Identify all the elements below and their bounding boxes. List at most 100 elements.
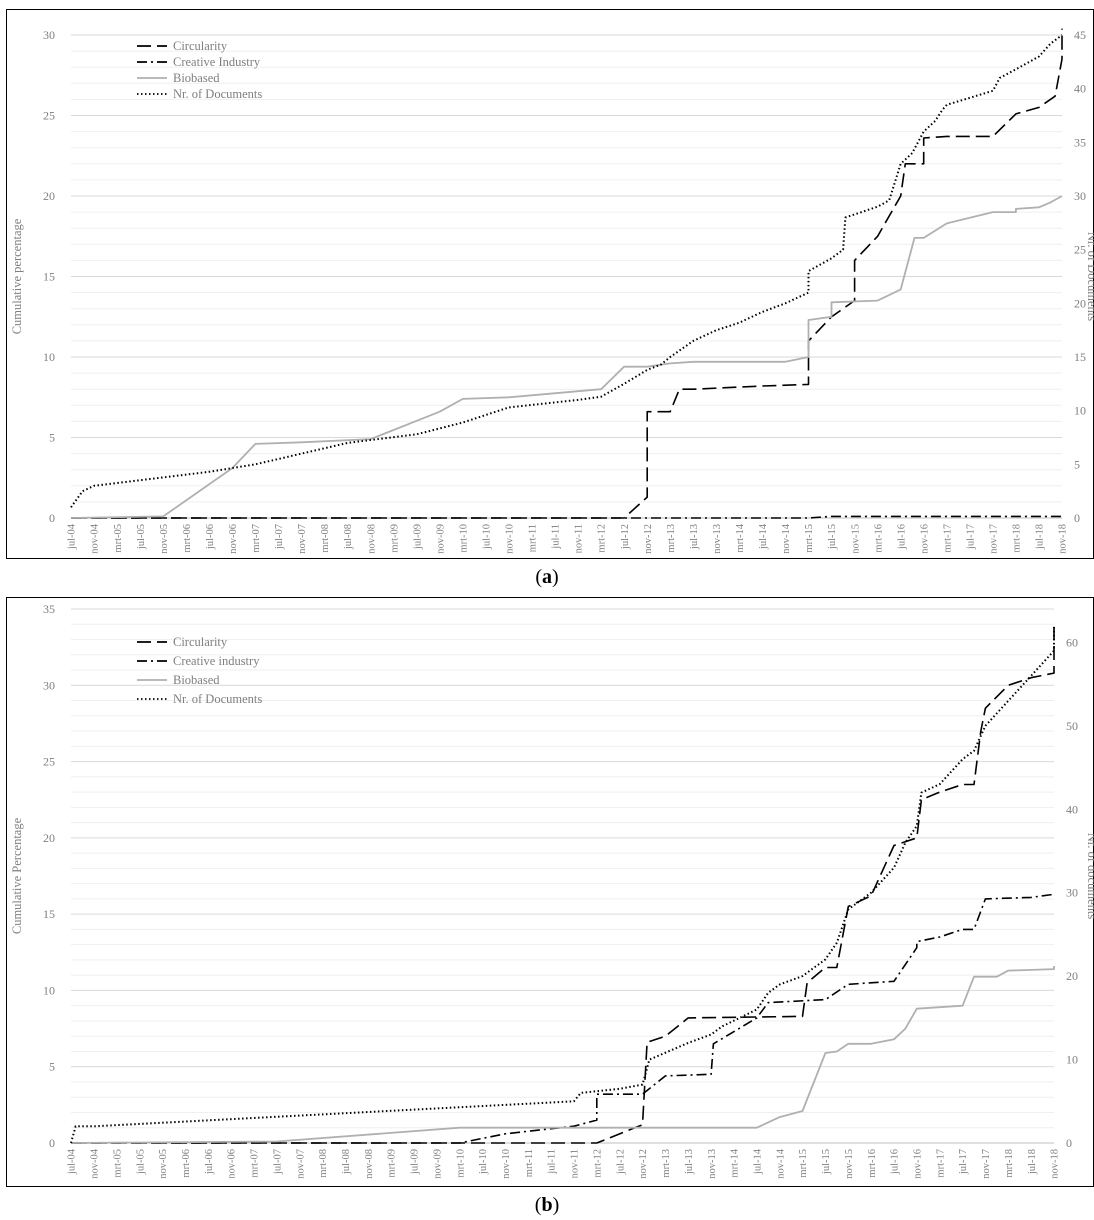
x-tick-label-a: jul-06: [205, 524, 216, 550]
x-tick-label-a: jul-09: [412, 524, 423, 550]
y2-tick-label-a: 15: [1074, 350, 1086, 364]
caption-a-letter: a: [542, 566, 552, 588]
x-tick-label-b: mrt-07: [250, 1149, 261, 1178]
x-tick-label-b: nov-13: [707, 1149, 718, 1179]
x-tick-label-a: jul-07: [274, 524, 285, 550]
x-tick-label-b: mrt-12: [592, 1149, 603, 1178]
y2-tick-label-b: 20: [1066, 969, 1078, 983]
y-tick-label-a: 20: [43, 189, 55, 203]
x-tick-label-b: jul-15: [821, 1149, 832, 1175]
x-tick-label-a: jul-08: [343, 524, 354, 550]
y2-tick-label-a: 40: [1074, 82, 1086, 96]
legend-label-a: Nr. of Documents: [173, 87, 262, 101]
x-tick-label-a: jul-05: [136, 524, 147, 550]
x-tick-label-a: nov-08: [366, 524, 377, 554]
x-tick-label-a: jul-16: [896, 524, 907, 550]
x-tick-label-b: jul-12: [615, 1149, 626, 1175]
y-tick-label-b: 25: [43, 755, 55, 769]
x-tick-label-a: mrt-05: [113, 524, 124, 553]
x-tick-label-b: mrt-15: [798, 1149, 809, 1178]
y2-tick-label-a: 10: [1074, 404, 1086, 418]
x-tick-label-a: nov-14: [781, 523, 792, 553]
y2-tick-label-b: 60: [1066, 635, 1078, 649]
x-tick-label-b: nov-09: [432, 1149, 443, 1179]
series-creative-industry-line-a: [71, 515, 1062, 519]
x-tick-label-b: mrt-05: [112, 1149, 123, 1178]
legend-label-b: Creative industry: [173, 654, 260, 668]
x-tick-label-b: mrt-06: [181, 1149, 192, 1178]
x-tick-label-b: jul-08: [341, 1149, 352, 1175]
y2-tick-label-b: 0: [1066, 1136, 1072, 1150]
series-nr-of-documents-line-b: [70, 625, 1055, 1144]
chart-b-svg: 0 5 10 15 20 25 30 35 0 10 20 30 40 50 60 jul-04 nov-04 m…: [10, 602, 1094, 1179]
series-circularity-line-a: [71, 28, 1063, 519]
x-tick-label-b: jul-06: [204, 1149, 215, 1175]
x-tick-label-a: nov-15: [850, 524, 861, 554]
chart-panel-b: 0 5 10 15 20 25 30 35 0 10 20 30 40 50 60 jul-04 nov-04 m…: [6, 597, 1094, 1187]
y-tick-label-b: 30: [43, 678, 55, 692]
x-tick-label-b: jul-09: [410, 1149, 421, 1175]
x-tick-label-a: mrt-17: [942, 524, 953, 553]
y-axis-title-a: Cumulative percentage: [10, 218, 24, 334]
x-tick-label-a: mrt-13: [666, 524, 677, 553]
x-tick-label-a: jul-10: [482, 524, 493, 550]
y-tick-label-a: 10: [43, 350, 55, 364]
x-tick-label-b: mrt-09: [387, 1149, 398, 1178]
caption-b-letter: b: [541, 1194, 553, 1216]
x-tick-label-a: mrt-09: [389, 524, 400, 553]
chart-panel-a: 0 5 10 15 20 25 30 0 5 10 15 20 25 30 35 40 45 jul-04 nov-…: [6, 9, 1094, 559]
x-tick-label-a: nov-07: [297, 524, 308, 554]
y-axis-title-b: Cumulative Percentage: [10, 817, 24, 934]
x-tick-label-b: mrt-13: [661, 1149, 672, 1178]
x-tick-label-b: nov-16: [913, 1149, 924, 1179]
x-tick-label-b: jul-11: [547, 1149, 558, 1175]
y-tick-label-a: 25: [43, 109, 55, 123]
x-tick-label-a: mrt-16: [873, 524, 884, 553]
y2-tick-label-a: 30: [1074, 189, 1086, 203]
y-tick-label-a: 15: [43, 270, 55, 284]
y-tick-label-a: 0: [49, 511, 55, 525]
x-tick-label-b: jul-07: [272, 1149, 283, 1175]
series-nr-of-documents-line-a: [70, 34, 1063, 508]
series-circularity-line-b: [71, 627, 1055, 1144]
y-tick-label-b: 0: [49, 1136, 55, 1150]
legend-label-b: Biobased: [173, 673, 220, 687]
x-tick-label-b: nov-17: [981, 1149, 992, 1179]
x-tick-label-b: jul-16: [890, 1149, 901, 1175]
caption-b: (b): [534, 1194, 560, 1216]
x-tick-label-b: nov-15: [844, 1149, 855, 1179]
legend-label-b: Circularity: [173, 635, 228, 649]
x-tick-label-b: nov-04: [90, 1148, 101, 1178]
x-tick-label-b: nov-12: [638, 1149, 649, 1179]
x-tick-label-b: mrt-18: [1004, 1149, 1015, 1178]
y-tick-label-a: 5: [49, 431, 55, 445]
y-tick-label-b: 15: [43, 907, 55, 921]
x-tick-label-b: nov-10: [501, 1149, 512, 1179]
x-tick-label-a: mrt-15: [804, 524, 815, 553]
x-tick-label-b: mrt-14: [730, 1148, 741, 1177]
x-tick-label-a: nov-11: [574, 524, 585, 553]
y2-tick-label-a: 45: [1074, 28, 1086, 42]
x-tick-label-b: jul-17: [958, 1149, 969, 1175]
y2-tick-label-b: 10: [1066, 1053, 1078, 1067]
x-tick-label-b: mrt-16: [867, 1149, 878, 1178]
x-tick-label-b: jul-05: [135, 1149, 146, 1175]
x-tick-label-b: nov-11: [570, 1149, 581, 1178]
y-tick-label-b: 35: [43, 602, 55, 616]
y2-axis-title-a: Nr. of Documents: [1085, 232, 1094, 321]
y-tick-label-b: 5: [49, 1060, 55, 1074]
x-tick-label-b: nov-07: [295, 1149, 306, 1179]
legend-label-a: Circularity: [173, 39, 228, 53]
x-tick-label-a: nov-09: [435, 524, 446, 554]
x-tick-label-a: nov-13: [712, 524, 723, 554]
y-tick-label-b: 10: [43, 983, 55, 997]
x-tick-label-b: nov-08: [364, 1149, 375, 1179]
x-tick-label-a: nov-18: [1058, 524, 1069, 554]
x-tick-label-a: jul-12: [620, 524, 631, 550]
y2-axis-title-b: Nr. of documents: [1085, 833, 1094, 920]
caption-a: (a): [535, 566, 559, 588]
series-creative-industry-line-b: [71, 893, 1055, 1144]
series-biobased-line-a: [70, 195, 1063, 519]
x-tick-label-a: mrt-14: [735, 523, 746, 552]
x-tick-label-b: jul-18: [1027, 1149, 1038, 1175]
